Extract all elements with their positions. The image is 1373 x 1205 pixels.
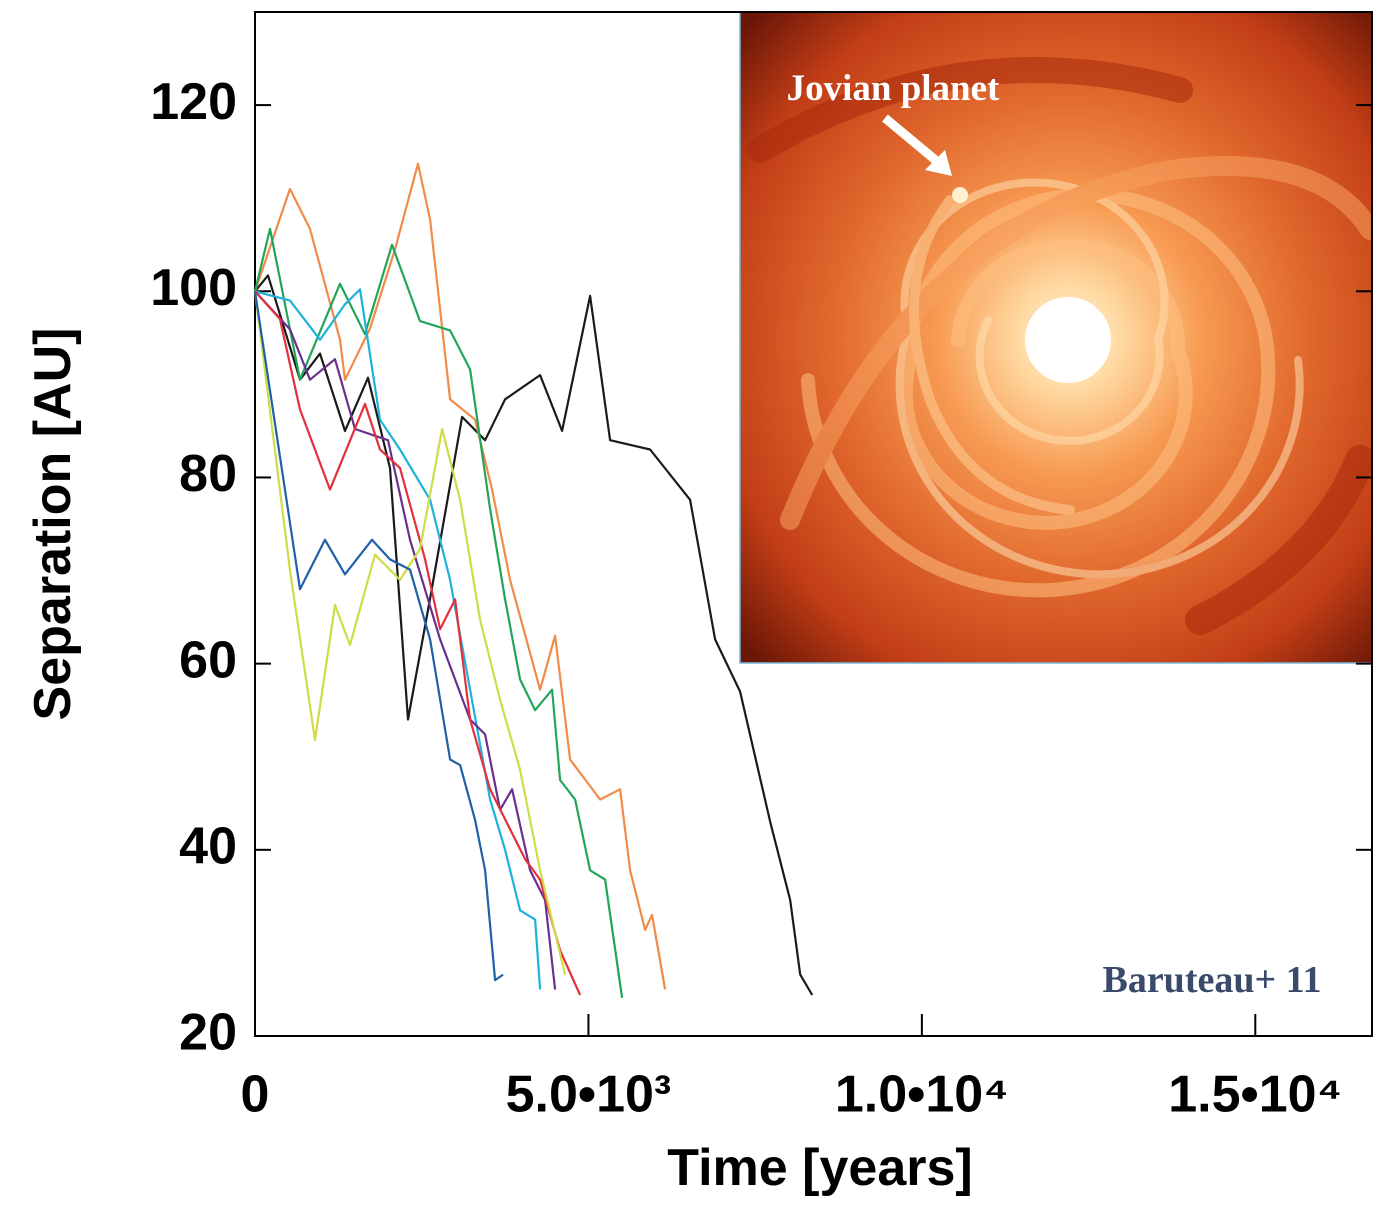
series-line bbox=[254, 274, 814, 996]
series-line bbox=[253, 291, 504, 982]
y-tick-label: 20 bbox=[179, 1004, 237, 1062]
series-line bbox=[253, 227, 624, 998]
y-tick-label: 100 bbox=[150, 259, 237, 317]
arrow bbox=[882, 114, 948, 172]
x-axis-label: Time [years] bbox=[667, 1139, 972, 1197]
credit: Baruteau+ 11 bbox=[1102, 959, 1321, 1001]
series-line bbox=[254, 290, 582, 996]
inset-image: Jovian planet bbox=[740, 12, 1373, 663]
y-tick-label: 60 bbox=[179, 631, 237, 689]
x-tick-label: 1.0•10⁴ bbox=[835, 1066, 1009, 1124]
series-line bbox=[253, 162, 667, 990]
y-axis-label: Separation [AU] bbox=[24, 328, 82, 721]
series-line bbox=[254, 290, 557, 990]
x-tick-label: 5.0•10³ bbox=[506, 1066, 672, 1124]
y-tick-label: 120 bbox=[150, 73, 237, 131]
x-tick-label: 0 bbox=[241, 1066, 270, 1124]
arrow-head bbox=[925, 150, 952, 176]
y-tick-label: 80 bbox=[179, 445, 237, 503]
series-line bbox=[253, 291, 567, 975]
plot-frame bbox=[254, 11, 1373, 1037]
x-tick-label: 1.5•10⁴ bbox=[1168, 1066, 1342, 1124]
y-tick-label: 40 bbox=[179, 818, 237, 876]
inset-label: Jovian planet bbox=[787, 68, 1000, 109]
